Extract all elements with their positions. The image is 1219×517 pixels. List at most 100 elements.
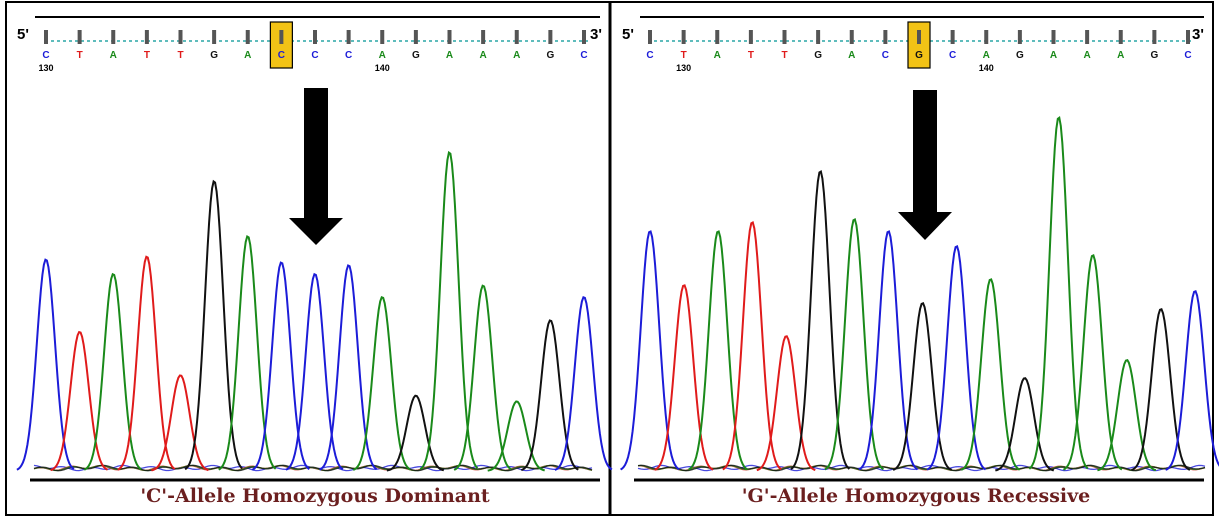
- base-tick: [883, 30, 888, 44]
- base-call-letter: A: [244, 50, 251, 61]
- base-tick: [346, 30, 351, 44]
- base-call-letter: A: [1117, 50, 1124, 61]
- base-tick: [950, 30, 955, 44]
- trace-peak-C: [620, 230, 680, 471]
- left-down-arrow: [289, 88, 343, 245]
- base-tick: [514, 30, 519, 44]
- base-call-letter: A: [379, 50, 386, 61]
- base-call-letter: G: [1016, 50, 1024, 61]
- base-call-letter: T: [77, 50, 83, 61]
- trace-peak-A: [453, 284, 512, 471]
- base-call-letter: G: [814, 50, 822, 61]
- base-call-letter: A: [446, 50, 453, 61]
- base-tick: [413, 30, 418, 44]
- trace-baseline-G: [33, 464, 593, 472]
- base-call-letter: G: [546, 50, 554, 61]
- trace-peak-A: [1028, 115, 1089, 470]
- base-call-letter: A: [480, 50, 487, 61]
- base-call-letter: A: [1084, 50, 1091, 61]
- base-tick: [816, 30, 821, 44]
- position-label: 130: [676, 63, 691, 73]
- base-call-letter: A: [983, 50, 990, 61]
- base-call-letter: A: [848, 50, 855, 61]
- base-tick: [1186, 30, 1190, 44]
- left-trace: [16, 150, 613, 472]
- base-tick: [44, 30, 48, 44]
- trace-peak-C: [251, 261, 310, 471]
- base-tick: [1017, 30, 1022, 44]
- trace-peak-G: [790, 170, 851, 470]
- base-tick: [748, 30, 753, 44]
- trace-peak-A: [1062, 254, 1123, 471]
- base-call-letter: C: [1184, 50, 1191, 61]
- base-tick: [582, 30, 586, 44]
- trace-peak-C: [285, 272, 344, 471]
- trace-peak-T: [756, 335, 816, 472]
- trace-peak-C: [16, 258, 75, 471]
- position-label: 140: [375, 63, 390, 73]
- base-tick: [1152, 30, 1157, 44]
- base-tick: [447, 30, 452, 44]
- trace-peak-C: [319, 264, 378, 471]
- trace-peak-C: [1165, 289, 1219, 471]
- base-call-letter: C: [42, 50, 49, 61]
- trace-peak-T: [151, 374, 209, 472]
- base-tick: [548, 30, 553, 44]
- base-call-letter: C: [345, 50, 352, 61]
- trace-peak-T: [654, 284, 714, 471]
- trace-peak-G: [184, 179, 243, 471]
- base-tick: [984, 30, 989, 44]
- base-call-letter: G: [1150, 50, 1158, 61]
- position-label: 140: [979, 63, 994, 73]
- base-tick: [715, 30, 720, 44]
- right-five-prime-label: 5': [622, 26, 634, 43]
- base-tick: [481, 30, 486, 44]
- base-tick: [1085, 30, 1090, 44]
- base-call-letter: C: [580, 50, 587, 61]
- base-call-letter: G: [412, 50, 420, 61]
- trace-peak-T: [722, 221, 782, 471]
- base-tick: [1051, 30, 1056, 44]
- base-tick: [1118, 30, 1123, 44]
- highlighted-base-box: [269, 21, 293, 69]
- trace-peak-G: [386, 394, 445, 472]
- base-call-letter: T: [681, 50, 687, 61]
- base-call-letter: G: [210, 50, 218, 61]
- base-call-letter: C: [278, 50, 285, 61]
- base-tick: [849, 30, 854, 44]
- base-tick: [144, 30, 149, 44]
- trace-baseline-G: [637, 464, 1206, 472]
- base-tick: [380, 30, 385, 44]
- left-base-calls: C T A T T G A C C C A G A A A G C 130 140: [38, 21, 588, 73]
- base-tick: [111, 30, 116, 44]
- base-call-letter: C: [882, 50, 889, 61]
- right-panel-title: 'G'-Allele Homozygous Recessive: [742, 485, 1091, 507]
- left-five-prime-label: 5': [17, 26, 29, 43]
- position-label: 130: [38, 63, 53, 73]
- trace-peak-C: [926, 244, 987, 471]
- trace-peak-C: [858, 230, 919, 471]
- base-tick: [212, 30, 217, 44]
- right-trace: [620, 115, 1219, 472]
- base-tick: [648, 30, 652, 44]
- trace-peak-G: [520, 319, 579, 472]
- base-call-letter: T: [781, 50, 787, 61]
- trace-peak-A: [1097, 359, 1157, 472]
- trace-peak-G: [1131, 308, 1191, 471]
- trace-peak-G: [995, 377, 1055, 472]
- left-panel: 5' 3' 'C'-Allele Homozygous Dominant C T A…: [16, 16, 613, 507]
- left-panel-title: 'C'-Allele Homozygous Dominant: [140, 485, 490, 507]
- base-call-letter: T: [748, 50, 754, 61]
- base-call-letter: A: [110, 50, 117, 61]
- base-call-letter: A: [1050, 50, 1057, 61]
- base-call-letter: T: [144, 50, 150, 61]
- right-panel: 5' 3' 'G'-Allele Homozygous Recessive C T…: [620, 16, 1219, 507]
- base-call-letter: A: [714, 50, 721, 61]
- trace-peak-T: [50, 330, 109, 472]
- trace-peak-A: [218, 234, 277, 471]
- base-tick: [245, 30, 250, 44]
- base-tick: [77, 30, 82, 44]
- base-tick: [681, 30, 686, 44]
